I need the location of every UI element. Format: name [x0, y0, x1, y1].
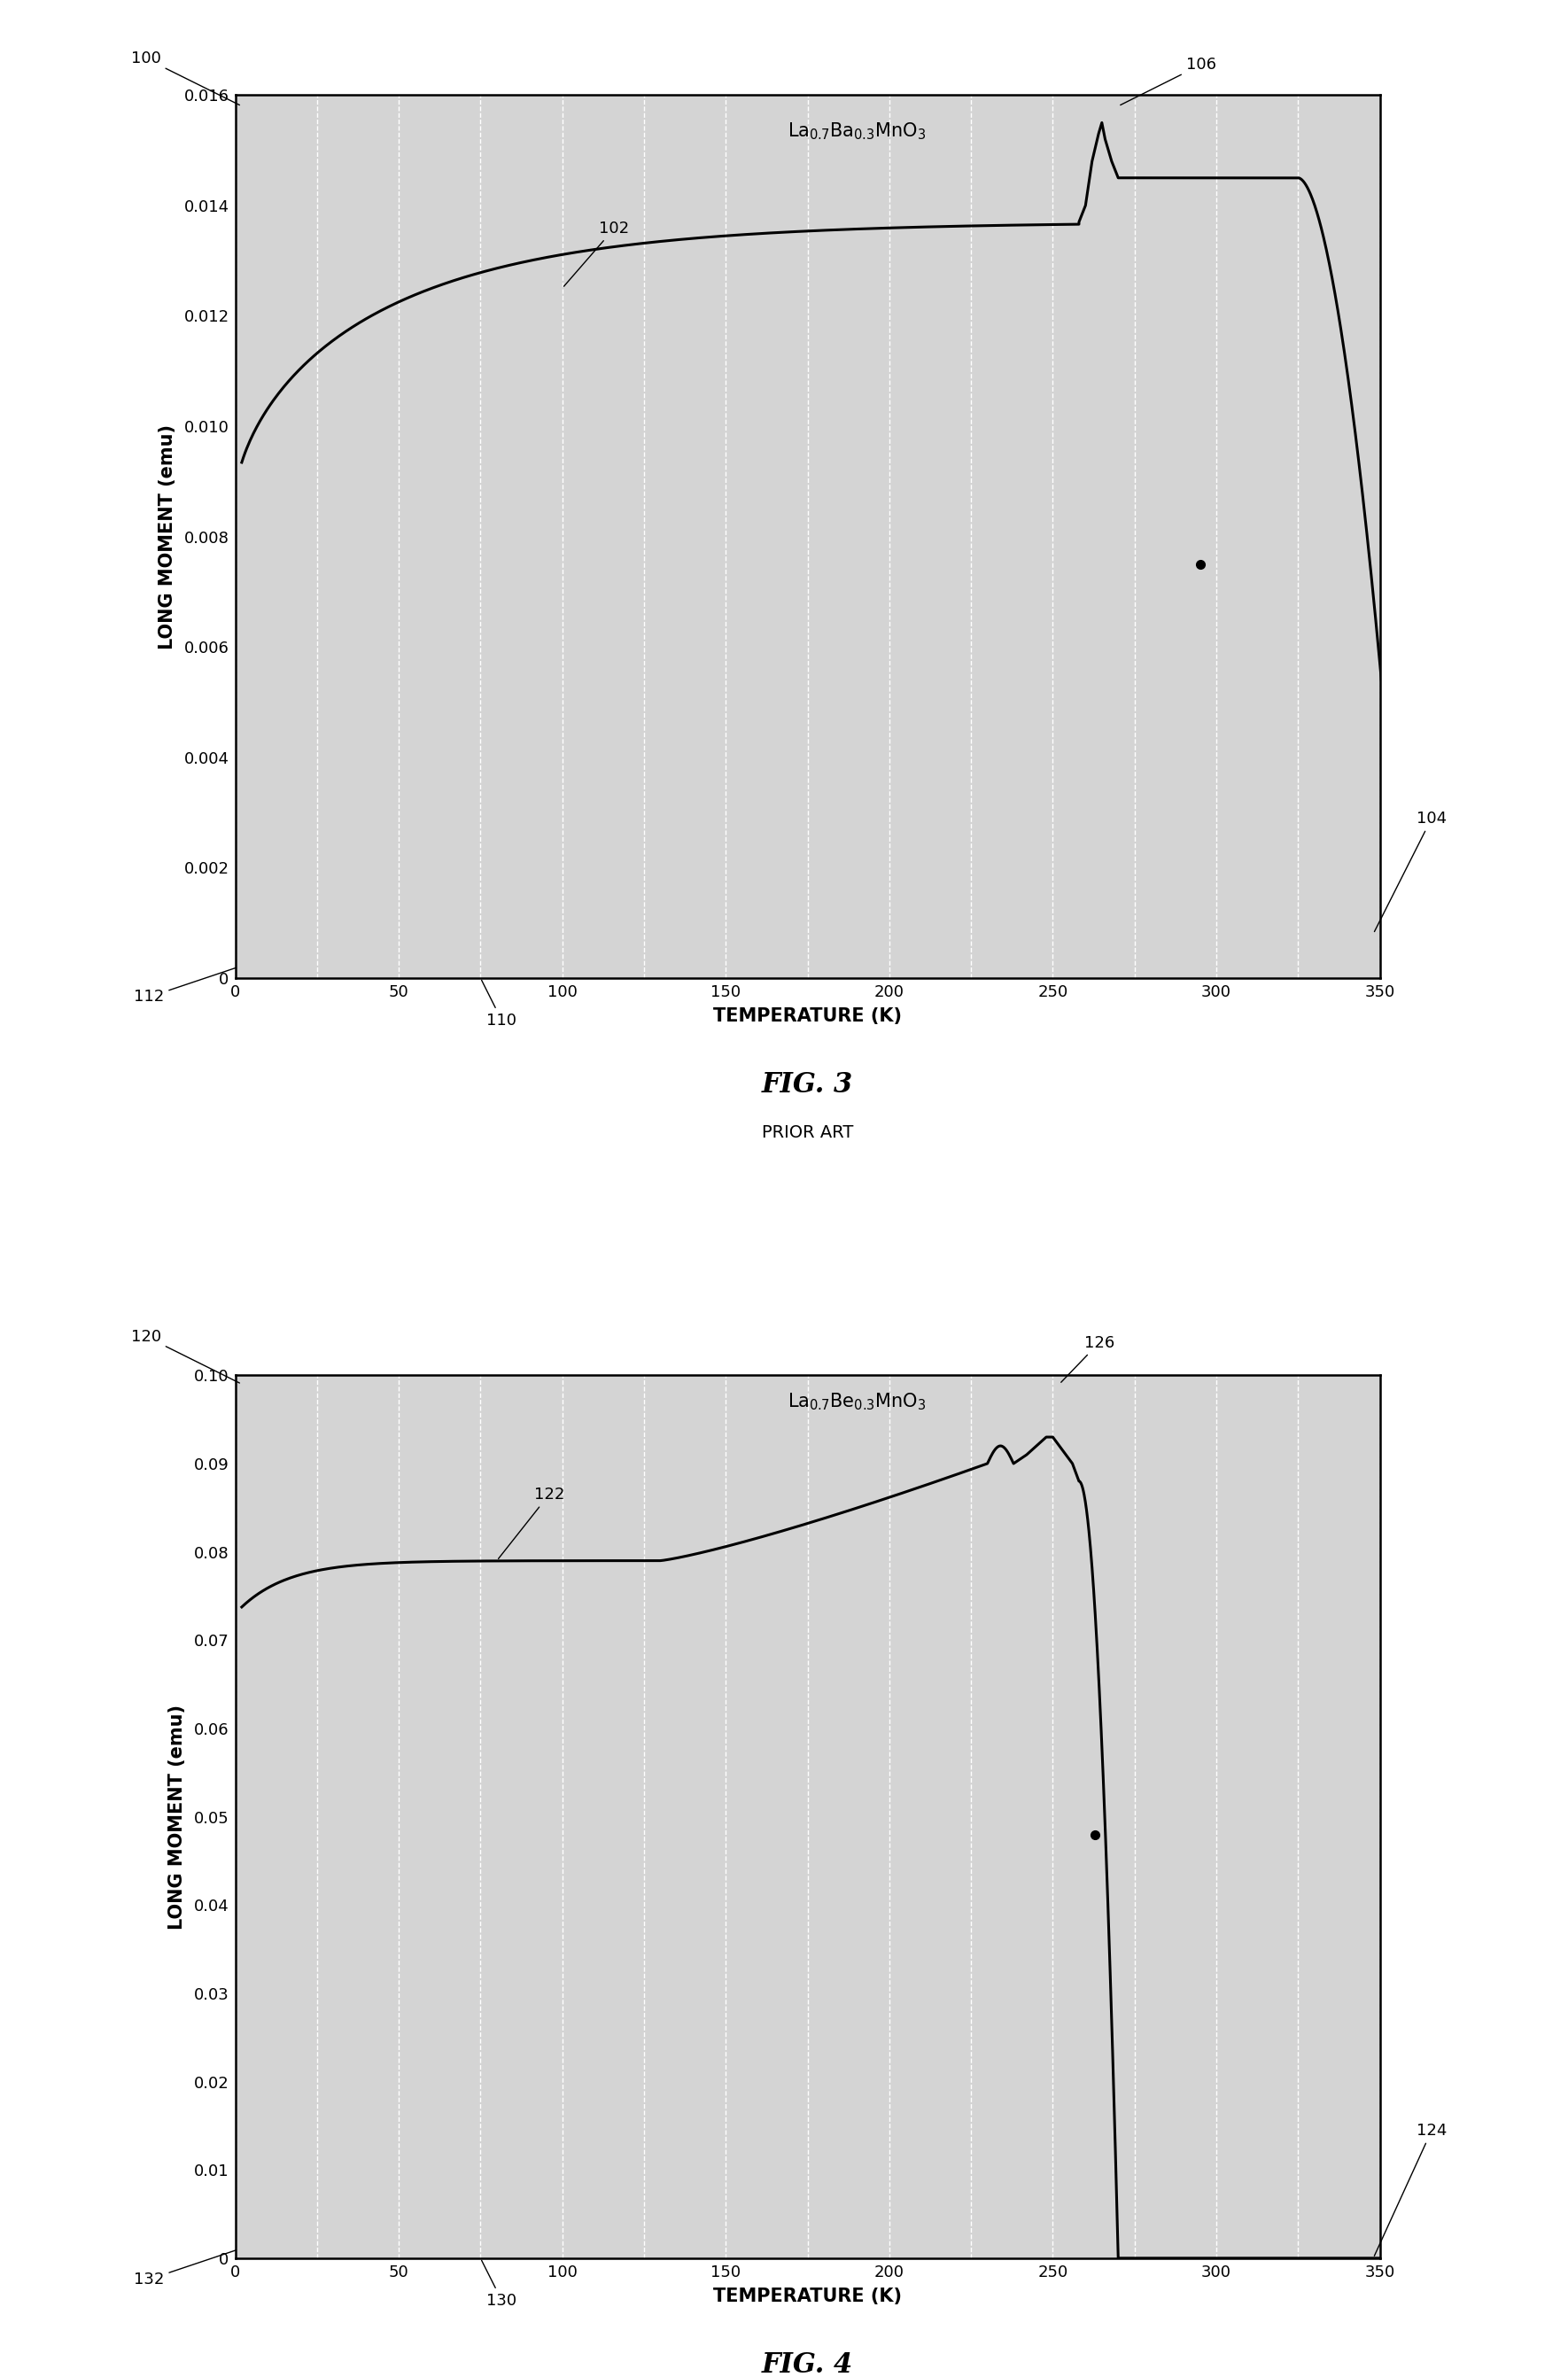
- Text: 130: 130: [481, 2261, 517, 2308]
- Text: 122: 122: [499, 1486, 564, 1559]
- Text: 102: 102: [564, 221, 629, 285]
- Y-axis label: LONG MOMENT (emu): LONG MOMENT (emu): [158, 423, 176, 649]
- Text: 112: 112: [133, 967, 237, 1005]
- Text: 126: 126: [1062, 1336, 1115, 1383]
- Text: FIG. 4: FIG. 4: [762, 2351, 853, 2377]
- Text: La$_{0.7}$Be$_{0.3}$MnO$_3$: La$_{0.7}$Be$_{0.3}$MnO$_3$: [787, 1391, 925, 1412]
- Text: 100: 100: [132, 50, 240, 105]
- Text: FIG. 3: FIG. 3: [762, 1072, 853, 1098]
- Text: 110: 110: [481, 979, 517, 1029]
- Text: 120: 120: [132, 1329, 240, 1383]
- Text: 106: 106: [1121, 57, 1217, 105]
- X-axis label: TEMPERATURE (K): TEMPERATURE (K): [713, 1008, 902, 1024]
- X-axis label: TEMPERATURE (K): TEMPERATURE (K): [713, 2287, 902, 2306]
- Text: 104: 104: [1375, 811, 1447, 932]
- Text: 132: 132: [133, 2251, 237, 2287]
- Text: PRIOR ART: PRIOR ART: [762, 1124, 853, 1141]
- Text: 124: 124: [1374, 2123, 1447, 2256]
- Text: La$_{0.7}$Ba$_{0.3}$MnO$_3$: La$_{0.7}$Ba$_{0.3}$MnO$_3$: [787, 121, 925, 140]
- Y-axis label: LONG MOMENT (emu): LONG MOMENT (emu): [169, 1704, 187, 1930]
